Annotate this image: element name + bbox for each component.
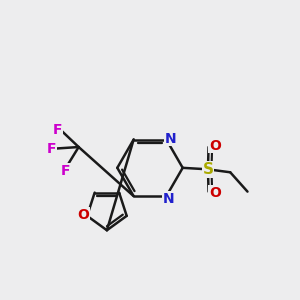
Text: O: O [209, 139, 221, 152]
Text: S: S [202, 162, 214, 177]
Text: N: N [164, 132, 176, 145]
Text: F: F [53, 123, 63, 137]
Text: O: O [209, 186, 221, 200]
Text: F: F [61, 164, 70, 178]
Text: F: F [47, 142, 56, 155]
Text: O: O [78, 208, 89, 222]
Text: N: N [163, 192, 175, 206]
